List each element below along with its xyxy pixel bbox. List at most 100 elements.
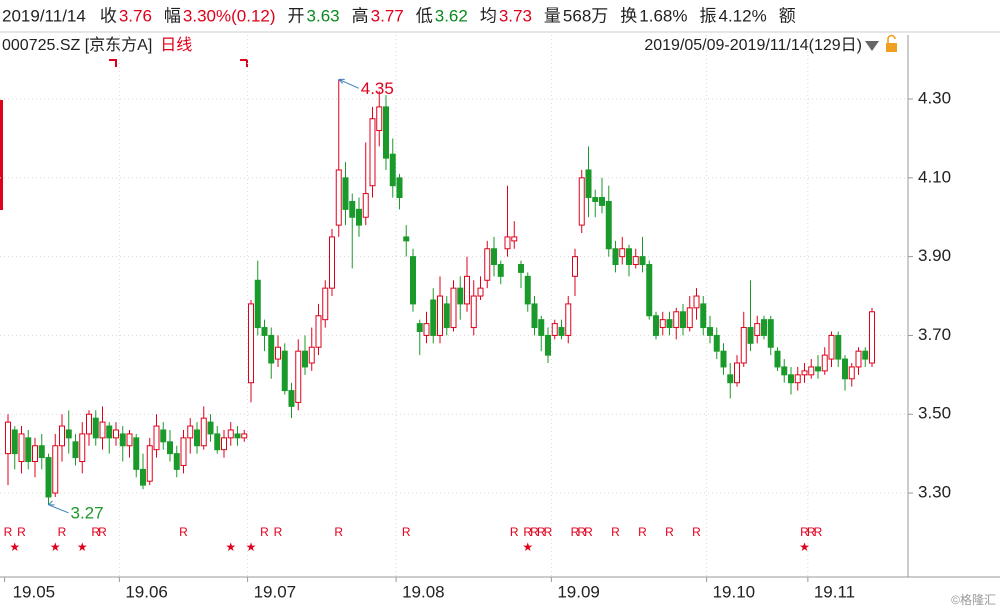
- candle-body: [572, 256, 578, 277]
- signal-label: R: [98, 525, 107, 539]
- candle-body: [207, 421, 214, 435]
- symbol: 000725.SZ [京东方A]: [2, 36, 152, 54]
- candle-body: [275, 346, 281, 360]
- candle-body: [781, 366, 788, 376]
- signal-label: ★: [522, 540, 533, 554]
- candle-body: [801, 370, 808, 376]
- candle-body: [234, 433, 241, 439]
- header-label: 高: [352, 6, 369, 25]
- candle-body: [612, 248, 619, 266]
- signal-label: ★: [246, 540, 257, 554]
- candle-body: [524, 275, 531, 305]
- candle-body: [200, 417, 207, 447]
- candle-body: [761, 319, 767, 336]
- candle-body: [214, 433, 221, 451]
- candle-body: [842, 358, 848, 380]
- header-label: 幅: [164, 6, 181, 25]
- y-tick-label: 4.10: [918, 167, 951, 186]
- candle-body: [808, 366, 815, 376]
- candle-body: [356, 208, 362, 226]
- candle-body: [322, 287, 329, 321]
- candle-body: [686, 307, 693, 329]
- candle-body: [518, 264, 524, 273]
- candle-body: [349, 200, 356, 218]
- candle-body: [754, 323, 761, 336]
- candle-body: [457, 287, 464, 305]
- candle-body: [295, 350, 302, 403]
- candle-body: [45, 457, 52, 498]
- candle-body: [497, 264, 504, 277]
- candle-body: [545, 334, 551, 356]
- candle-body: [585, 169, 592, 199]
- candle-body: [65, 429, 72, 439]
- header-label: 均: [480, 6, 497, 25]
- candle-body: [227, 429, 234, 439]
- signal-label: R: [611, 525, 620, 539]
- signal-label: R: [814, 525, 823, 539]
- signal-label: R: [584, 525, 593, 539]
- candle-body: [79, 433, 86, 463]
- signal-label: R: [692, 525, 701, 539]
- header-label: 开: [288, 6, 305, 25]
- candle-body: [504, 236, 511, 250]
- candle-body: [160, 429, 167, 443]
- candle-body: [653, 315, 659, 336]
- signal-label: R: [4, 525, 13, 539]
- candle-body: [430, 299, 437, 336]
- candle-body: [693, 295, 700, 309]
- candle-body: [464, 275, 470, 305]
- candle-body: [241, 433, 248, 439]
- signal-label: R: [179, 525, 188, 539]
- candle-body: [140, 468, 146, 486]
- candle-body: [99, 421, 106, 439]
- signal-label: R: [807, 525, 816, 539]
- candle-body: [855, 350, 862, 368]
- lock-icon[interactable]: [886, 34, 897, 53]
- min-label: 3.27: [71, 503, 104, 522]
- candle-body: [774, 350, 781, 368]
- candle-body: [113, 429, 119, 439]
- date-range: 2019/05/09-2019/11/14(129日): [644, 37, 862, 54]
- candle-body: [788, 374, 794, 384]
- header-value: 1.68%: [639, 6, 687, 25]
- x-tick-label: 19.10: [713, 582, 756, 601]
- signal-label: R: [537, 525, 546, 539]
- y-tick-label: 3.30: [918, 483, 951, 502]
- candle-body: [626, 248, 632, 266]
- header-date: 2019/11/14: [2, 6, 86, 25]
- candle-body: [38, 445, 45, 459]
- watermark: ©格隆汇: [951, 592, 996, 607]
- candle-body: [747, 327, 754, 344]
- candle-body: [558, 327, 565, 336]
- x-tick-label: 19.08: [402, 582, 445, 601]
- header-label: 量: [544, 6, 561, 25]
- candle-body: [416, 323, 423, 332]
- candle-body: [92, 417, 99, 439]
- candle-body: [248, 303, 254, 384]
- candle-body: [815, 366, 821, 372]
- candle-body: [828, 334, 835, 360]
- header-value: 3.30%(0.12): [183, 6, 276, 25]
- signal-label: R: [510, 525, 519, 539]
- candle-body: [315, 315, 322, 348]
- header-label: 收: [100, 6, 117, 25]
- header-label: 额: [779, 6, 796, 25]
- candle-body: [727, 374, 734, 384]
- range-bracket: [109, 59, 117, 67]
- range-bracket: [240, 59, 248, 67]
- candle-body: [194, 429, 200, 447]
- candle-body: [25, 437, 32, 463]
- candle-body: [869, 311, 875, 364]
- candle-body: [396, 177, 403, 199]
- dropdown-arrow[interactable]: [865, 41, 879, 51]
- candle-body: [52, 445, 59, 494]
- candle-body: [538, 319, 545, 336]
- candle-body: [740, 327, 747, 364]
- signal-label: R: [260, 525, 269, 539]
- candle-body: [720, 350, 727, 368]
- candle-body: [835, 334, 842, 360]
- candle-body: [821, 354, 828, 372]
- signal-label: ★: [9, 540, 20, 554]
- candle-body: [484, 248, 491, 281]
- signal-label: ★: [77, 540, 88, 554]
